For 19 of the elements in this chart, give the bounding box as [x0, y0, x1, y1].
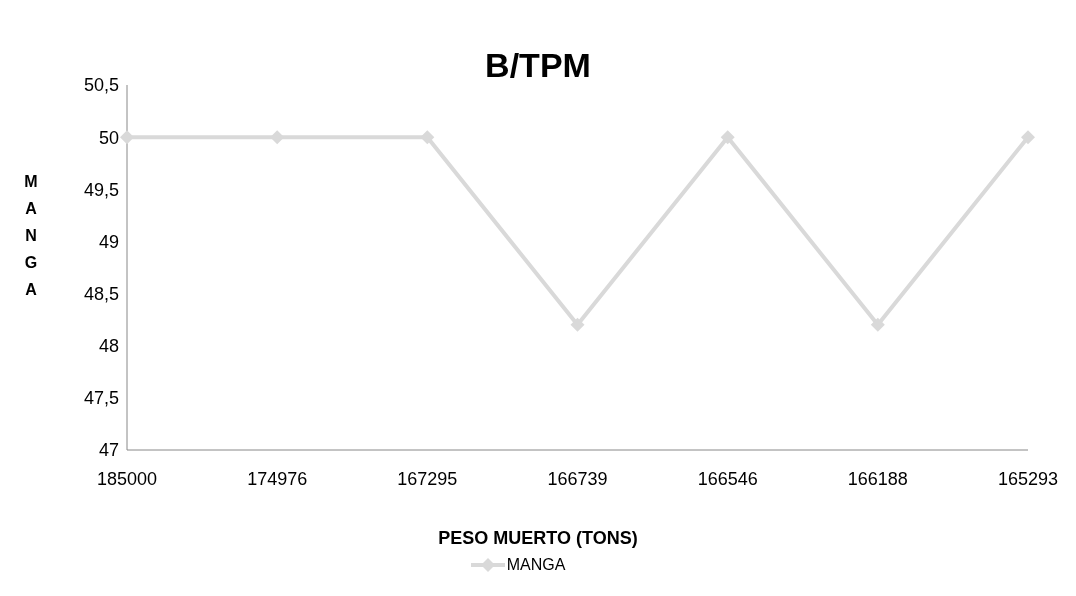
y-tick-label: 48 — [98, 336, 119, 357]
y-tick-label: 47,5 — [83, 388, 119, 409]
x-tick-label: 166739 — [547, 468, 608, 489]
y-tick-label: 49 — [98, 231, 119, 252]
y-axis-title: MANGA — [24, 172, 38, 300]
y-tick-label: 49,5 — [83, 179, 119, 200]
y-tick-label: 47 — [98, 440, 119, 461]
chart-title: B/TPM — [485, 46, 591, 84]
x-tick-label: 174976 — [247, 468, 308, 489]
x-tick-label: 185000 — [96, 468, 158, 489]
x-tick-label: 165293 — [997, 468, 1059, 489]
y-tick-label: 50,5 — [83, 75, 119, 96]
y-tick-label: 50 — [98, 127, 119, 148]
x-axis-title: PESO MUERTO (TONS) — [437, 528, 639, 549]
x-tick-label: 166188 — [847, 468, 908, 489]
y-tick-label: 48,5 — [83, 283, 119, 304]
legend-label: MANGA — [505, 556, 566, 574]
x-tick-label: 166546 — [697, 468, 758, 489]
x-tick-label: 167295 — [397, 468, 458, 489]
